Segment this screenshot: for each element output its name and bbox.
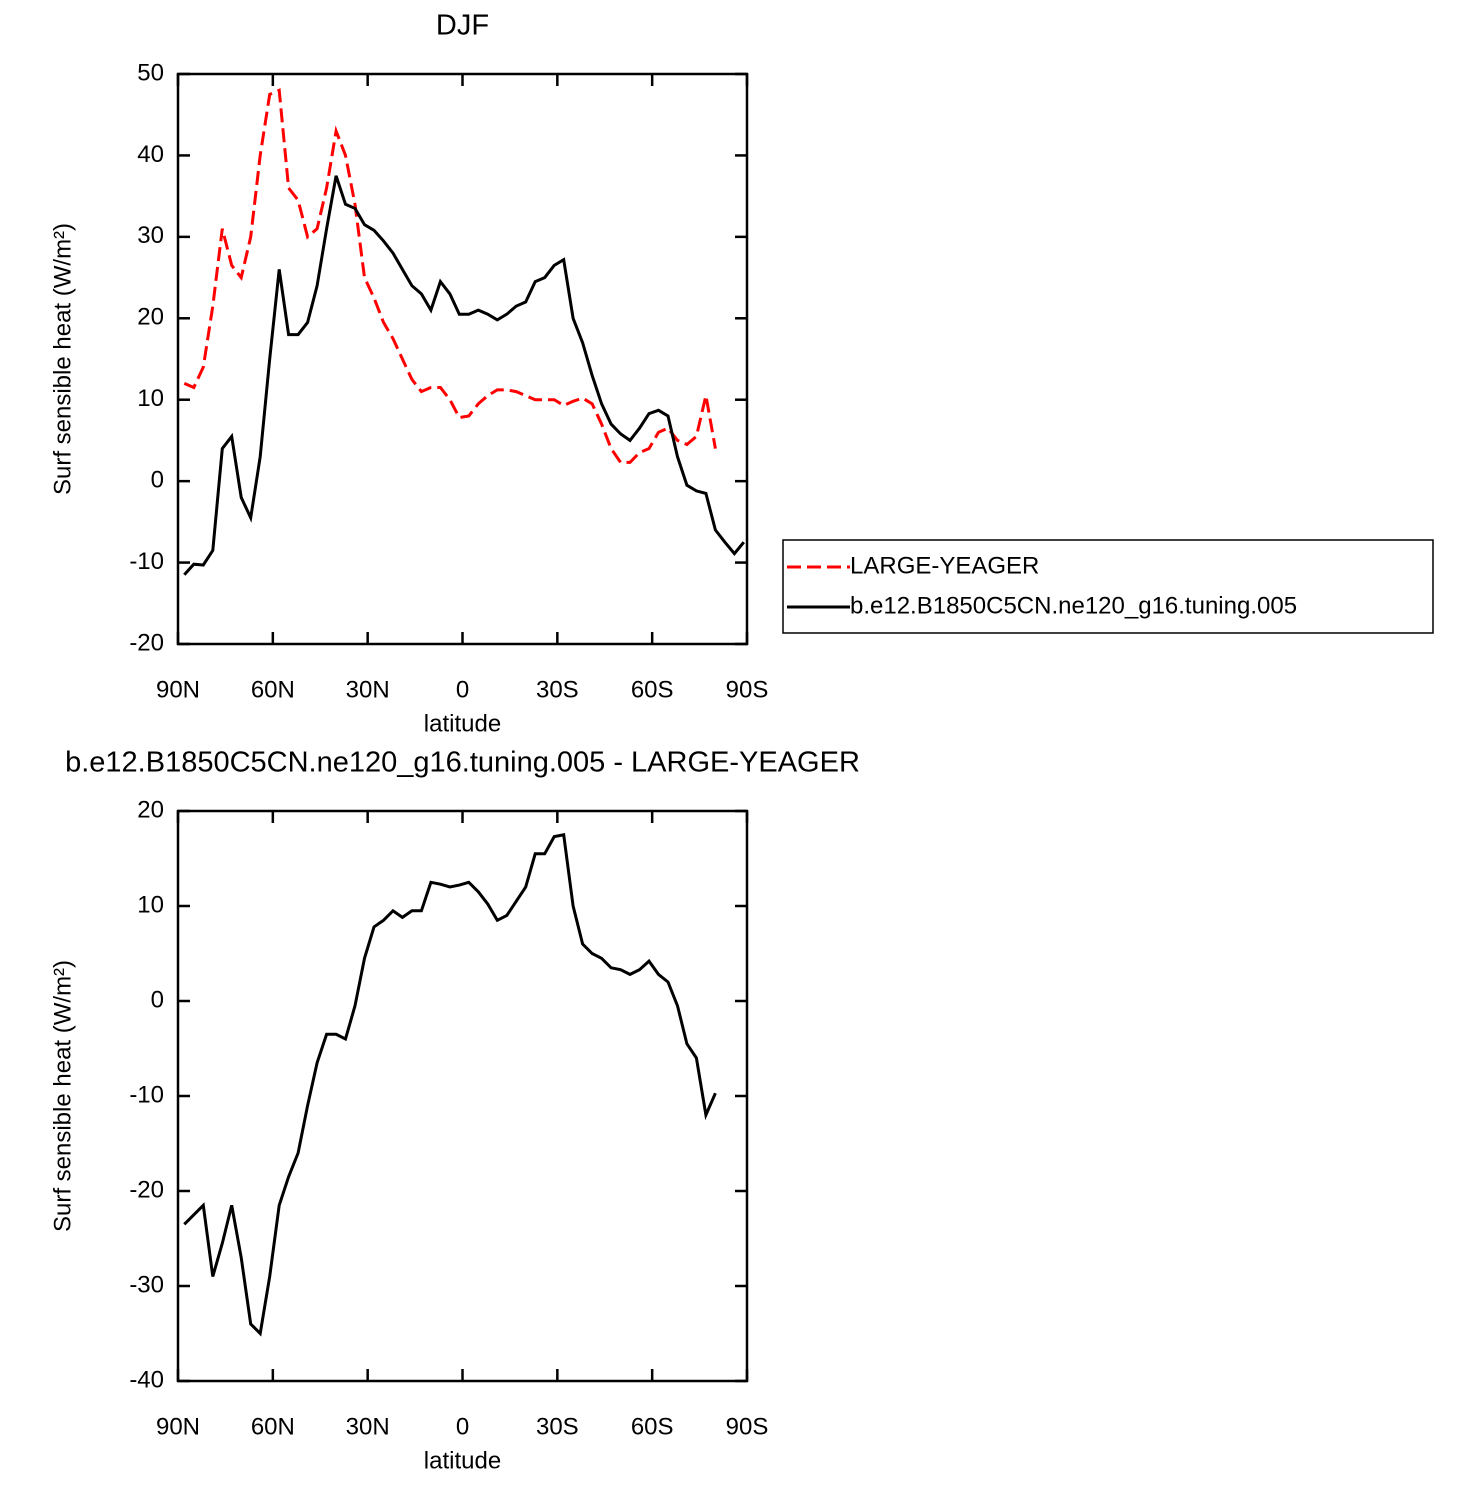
plot-frame <box>176 809 749 1383</box>
y-tick-label: -10 <box>129 548 164 575</box>
x-tick-label: 60N <box>251 1413 295 1440</box>
y-tick-label: 10 <box>137 891 164 918</box>
legend-box <box>782 539 1434 634</box>
series-line <box>183 88 717 464</box>
y-tick-label: 40 <box>137 141 164 168</box>
x-tick-label: 60S <box>631 1413 674 1440</box>
x-tick-label: 30N <box>346 676 390 703</box>
legend-label: b.e12.B1850C5CN.ne120_g16.tuning.005 <box>850 592 1297 619</box>
y-tick-label: -10 <box>129 1081 164 1108</box>
y-axis-label: Surf sensible heat (W/m²) <box>49 960 76 1232</box>
x-tick-label: 90N <box>156 676 200 703</box>
y-tick-label: 30 <box>137 222 164 249</box>
x-tick-label: 90N <box>156 1413 200 1440</box>
x-tick-label: 60N <box>251 676 295 703</box>
y-axis-label: Surf sensible heat (W/m²) <box>49 223 76 495</box>
x-axis-label: latitude <box>424 1447 501 1474</box>
y-tick-label: 20 <box>137 796 164 823</box>
x-tick-label: 30N <box>346 1413 390 1440</box>
x-tick-label: 30S <box>536 676 579 703</box>
y-tick-label: 0 <box>151 466 164 493</box>
x-tick-label: 90S <box>726 1413 769 1440</box>
x-tick-label: 90S <box>726 676 769 703</box>
y-tick-label: 0 <box>151 986 164 1013</box>
y-tick-label: -20 <box>129 1176 164 1203</box>
y-tick-label: -30 <box>129 1271 164 1298</box>
plot-frame <box>176 72 749 646</box>
legend-label: LARGE-YEAGER <box>850 552 1039 579</box>
chart-title: b.e12.B1850C5CN.ne120_g16.tuning.005 - L… <box>65 747 860 779</box>
x-tick-label: 0 <box>456 1413 469 1440</box>
y-tick-label: -20 <box>129 629 164 656</box>
x-tick-label: 0 <box>456 676 469 703</box>
series-line <box>183 833 717 1337</box>
y-tick-label: -40 <box>129 1366 164 1393</box>
y-tick-label: 10 <box>137 385 164 412</box>
chart-title: DJF <box>436 10 489 42</box>
x-tick-label: 60S <box>631 676 674 703</box>
y-tick-label: 20 <box>137 304 164 331</box>
y-tick-label: 50 <box>137 59 164 86</box>
x-tick-label: 30S <box>536 1413 579 1440</box>
series-line <box>183 175 745 576</box>
x-axis-label: latitude <box>424 710 501 737</box>
